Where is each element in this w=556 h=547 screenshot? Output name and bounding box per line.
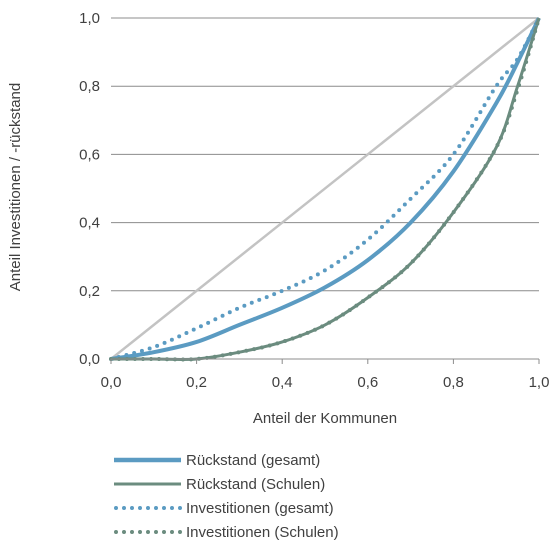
axes xyxy=(110,358,540,364)
equality-reference-line xyxy=(110,17,540,360)
x-tick-label: 0,2 xyxy=(186,374,207,391)
legend-label: Investitionen (Schulen) xyxy=(186,524,339,541)
legend-item: Rückstand (gesamt) xyxy=(114,452,320,469)
x-tick-label: 0,4 xyxy=(272,374,293,391)
legend-label: Rückstand (Schulen) xyxy=(186,476,325,493)
legend-label: Investitionen (gesamt) xyxy=(186,500,334,517)
y-tick-label: 0,6 xyxy=(79,146,100,163)
y-axis-label: Anteil Investitionen / -rückstand xyxy=(7,83,24,291)
x-tick-label: 0,6 xyxy=(357,374,378,391)
legend: Rückstand (gesamt) Rückstand (Schulen) Inv… xyxy=(114,452,339,541)
x-axis-label: Anteil der Kommunen xyxy=(253,410,397,427)
x-tick-label: 1,0 xyxy=(529,374,550,391)
y-tick-label: 0,4 xyxy=(79,215,100,232)
y-tick-label: 0,0 xyxy=(79,351,100,368)
legend-item: Investitionen (gesamt) xyxy=(114,500,334,517)
grid-lines xyxy=(111,17,539,292)
y-tick-label: 1,0 xyxy=(79,10,100,27)
legend-label: Rückstand (gesamt) xyxy=(186,452,320,469)
y-tick-label: 0,2 xyxy=(79,283,100,300)
equality-line xyxy=(110,17,540,360)
series-line-investitionen-gesamt xyxy=(109,16,541,361)
legend-item: Rückstand (Schulen) xyxy=(114,476,325,493)
legend-item: Investitionen (Schulen) xyxy=(114,524,339,541)
x-tick-labels: 0,0 0,2 0,4 0,6 0,8 1,0 xyxy=(101,374,550,391)
x-tick-label: 0,0 xyxy=(101,374,122,391)
y-tick-labels: 0,0 0,2 0,4 0,6 0,8 1,0 xyxy=(79,10,100,368)
series-line-investitionen-schulen xyxy=(109,16,541,362)
y-tick-label: 0,8 xyxy=(79,78,100,95)
series-line-rueckstand-gesamt xyxy=(110,17,541,361)
x-tick-label: 0,8 xyxy=(443,374,464,391)
